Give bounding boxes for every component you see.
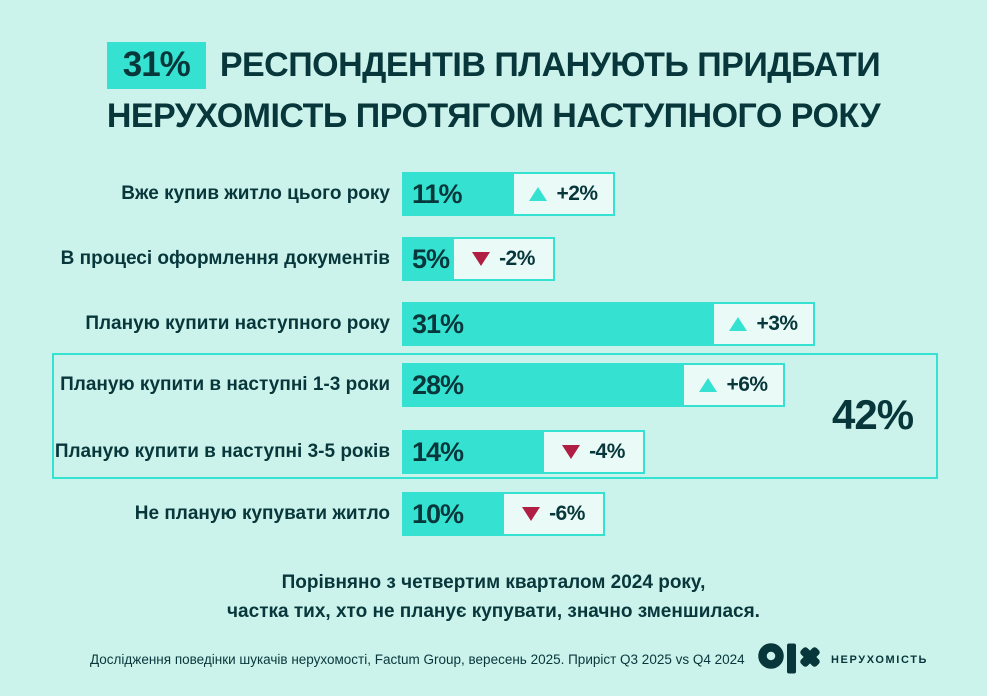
bar-label: Вже купив житло цього року xyxy=(121,183,390,204)
olx-brand-icon xyxy=(758,643,820,674)
change-badge: +6% xyxy=(682,363,785,407)
bar-value: 10% xyxy=(412,498,464,529)
change-value: -4% xyxy=(589,440,625,463)
bar-fill: 5% xyxy=(402,237,452,281)
bar-value: 28% xyxy=(412,369,464,400)
bar-value: 31% xyxy=(412,308,464,339)
trend-down-icon xyxy=(562,445,581,459)
bar-row: Планую купити наступного року 31% +3% xyxy=(0,302,987,346)
bar-value: 11% xyxy=(412,178,463,209)
trend-up-icon xyxy=(729,317,748,331)
bar-row: Вже купив житло цього року 11% +2% xyxy=(0,172,987,216)
olx-logo-suffix-label: НЕРУХОМІСТЬ xyxy=(831,654,929,666)
change-badge: -4% xyxy=(542,430,645,474)
change-badge: -6% xyxy=(502,492,605,536)
trend-up-icon xyxy=(529,187,548,201)
bar-row: Не планую купувати житло 10% -6% xyxy=(0,492,987,536)
olx-logo: НЕРУХОМІСТЬ xyxy=(758,643,928,677)
title-line1-text: РЕСПОНДЕНТІВ ПЛАНУЮТЬ ПРИДБАТИ xyxy=(219,46,881,85)
change-value: -2% xyxy=(499,247,535,270)
change-badge: -2% xyxy=(452,237,555,281)
trend-down-icon xyxy=(522,507,541,521)
group-highlight-box xyxy=(52,353,938,479)
bar-value: 14% xyxy=(412,436,464,467)
comparison-note: Порівняно з четвертим кварталом 2024 рок… xyxy=(0,568,987,626)
bar-row: В процесі оформлення документів 5% -2% xyxy=(0,237,987,281)
bar-row: Планую купити в наступні 1-3 роки 28% +6… xyxy=(0,363,987,407)
change-badge: +3% xyxy=(712,302,815,346)
bar-fill: 11% xyxy=(402,172,512,216)
change-value: +3% xyxy=(756,312,798,335)
bar-label: В процесі оформлення документів xyxy=(60,248,390,269)
bar-label: Планую купити наступного року xyxy=(85,313,390,334)
bar-label: Планую купити в наступні 1-3 роки xyxy=(60,374,390,395)
change-value: -6% xyxy=(549,502,585,525)
comparison-note-line2: частка тих, хто не планує купувати, знач… xyxy=(227,601,760,622)
bar-fill: 31% xyxy=(402,302,712,346)
trend-up-icon xyxy=(699,378,718,392)
change-value: +6% xyxy=(726,373,768,396)
bar-value: 5% xyxy=(412,243,450,274)
change-badge: +2% xyxy=(512,172,615,216)
page-title: 31% РЕСПОНДЕНТІВ ПЛАНУЮТЬ ПРИДБАТИ НЕРУХ… xyxy=(0,42,987,137)
bar-label: Планую купити в наступні 3-5 років xyxy=(54,441,390,462)
bar-row: Планую купити в наступні 3-5 років 14% -… xyxy=(0,430,987,474)
group-total-label: 42% xyxy=(832,391,914,438)
bar-fill: 14% xyxy=(402,430,542,474)
bar-fill: 28% xyxy=(402,363,682,407)
trend-down-icon xyxy=(472,252,491,266)
title-line2-text: НЕРУХОМІСТЬ ПРОТЯГОМ НАСТУПНОГО РОКУ xyxy=(106,97,881,135)
bar-fill: 10% xyxy=(402,492,502,536)
bar-label: Не планую купувати житло xyxy=(134,503,390,524)
change-value: +2% xyxy=(556,182,598,205)
comparison-note-line1: Порівняно з четвертим кварталом 2024 рок… xyxy=(281,572,706,593)
source-attribution: Дослідження поведінки шукачів нерухомост… xyxy=(90,652,745,667)
title-highlight-badge: 31% xyxy=(106,42,206,89)
